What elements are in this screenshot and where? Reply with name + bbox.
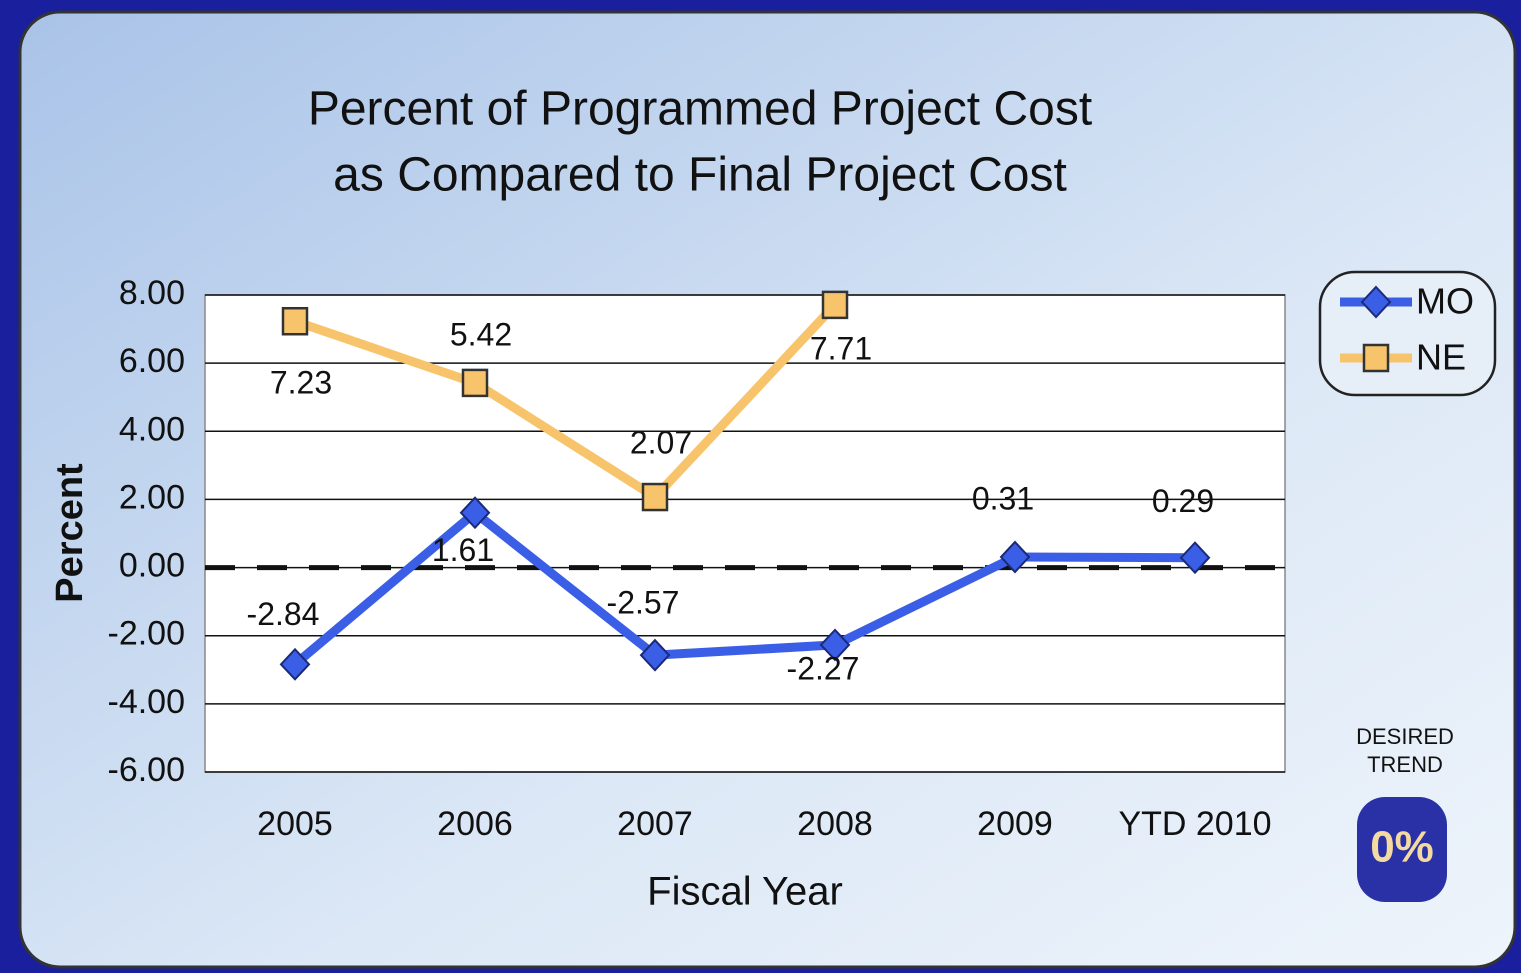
x-tick-label: 2006 bbox=[437, 805, 513, 843]
data-label: 5.42 bbox=[450, 316, 512, 352]
data-label: 0.29 bbox=[1152, 483, 1214, 519]
data-label: 1.61 bbox=[432, 532, 494, 568]
y-tick-label: 0.00 bbox=[119, 547, 185, 585]
chart-title: Percent of Programmed Project Cost bbox=[308, 83, 1092, 136]
desired-trend-label: TREND bbox=[1367, 752, 1443, 777]
data-point bbox=[459, 496, 491, 530]
desired-trend-value: 0% bbox=[1370, 823, 1434, 872]
data-label: 7.71 bbox=[810, 330, 872, 366]
y-tick-label: 4.00 bbox=[119, 410, 185, 448]
data-label: -2.57 bbox=[607, 585, 680, 621]
data-point bbox=[281, 306, 309, 336]
x-axis-label: Fiscal Year bbox=[647, 870, 843, 914]
x-tick-label: YTD 2010 bbox=[1118, 805, 1271, 843]
y-tick-label: -6.00 bbox=[108, 751, 186, 789]
series-line bbox=[292, 508, 1196, 668]
x-tick-label: 2007 bbox=[617, 805, 693, 843]
data-point bbox=[999, 540, 1031, 574]
data-point bbox=[1179, 541, 1211, 575]
legend-marker bbox=[1360, 285, 1392, 319]
y-tick-label: 2.00 bbox=[119, 478, 185, 516]
data-label: -2.27 bbox=[787, 650, 860, 686]
data-point bbox=[639, 638, 671, 672]
data-point bbox=[821, 290, 849, 320]
plot-area bbox=[204, 294, 1286, 773]
y-axis-label: Percent bbox=[49, 463, 91, 603]
series-line bbox=[293, 301, 839, 502]
desired-trend-label: DESIRED bbox=[1356, 724, 1454, 749]
y-tick-label: -4.00 bbox=[108, 683, 186, 721]
x-tick-label: 2005 bbox=[257, 805, 333, 843]
data-label: 2.07 bbox=[630, 424, 692, 460]
x-tick-label: 2008 bbox=[797, 805, 873, 843]
data-point bbox=[641, 482, 669, 512]
data-label: 7.23 bbox=[270, 365, 332, 401]
chart-title: as Compared to Final Project Cost bbox=[333, 149, 1067, 202]
legend-marker bbox=[1362, 343, 1390, 373]
legend-label: NE bbox=[1416, 337, 1466, 378]
data-point bbox=[819, 628, 851, 662]
desired-trend-badge bbox=[1357, 797, 1447, 902]
data-label: 0.31 bbox=[972, 480, 1034, 516]
y-tick-label: 6.00 bbox=[119, 342, 185, 380]
data-label: -2.84 bbox=[247, 596, 320, 632]
data-point bbox=[461, 368, 489, 398]
x-tick-label: 2009 bbox=[977, 805, 1053, 843]
data-point bbox=[279, 647, 311, 681]
legend-label: MO bbox=[1416, 281, 1474, 322]
y-tick-label: -2.00 bbox=[108, 615, 186, 653]
y-tick-label: 8.00 bbox=[119, 274, 185, 312]
